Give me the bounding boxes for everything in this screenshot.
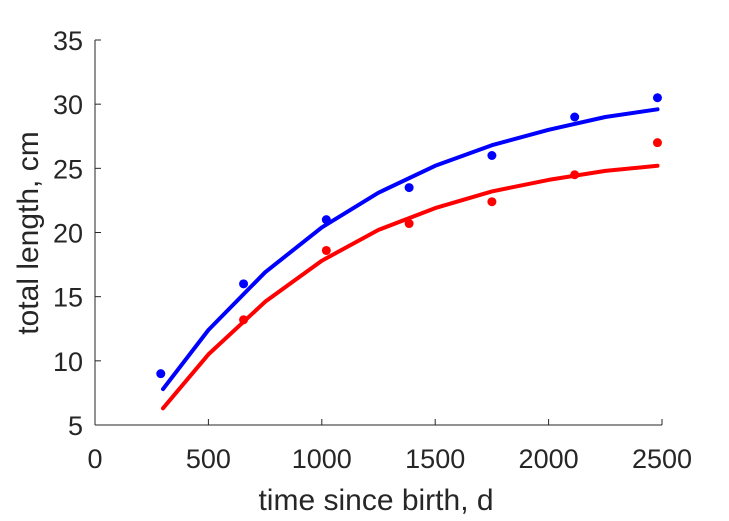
data-point-series-1: [404, 183, 414, 193]
y-tick-label: 30: [53, 90, 83, 120]
x-tick-label: 500: [186, 444, 231, 474]
y-axis-label: total length, cm: [12, 131, 45, 334]
data-point-series-1: [570, 112, 580, 122]
y-tick-label: 20: [53, 219, 83, 249]
x-tick-label: 0: [87, 444, 102, 474]
fit-curve-2: [161, 163, 660, 411]
y-ticks: 5 10 15 20 25 30 35: [53, 26, 101, 441]
data-point-series-2: [321, 245, 331, 255]
y-tick-label: 25: [53, 154, 83, 184]
y-tick-label: 10: [53, 347, 83, 377]
data-point-series-2: [652, 138, 662, 148]
data-point-series-1: [652, 93, 662, 103]
x-tick-label: 1000: [292, 444, 352, 474]
x-ticks: 0 500 1000 1500 2000 2500: [87, 419, 692, 474]
fit-curves: [161, 107, 660, 411]
data-point-series-1: [156, 369, 166, 379]
y-tick-label: 5: [68, 411, 83, 441]
y-tick-label: 15: [53, 283, 83, 313]
data-points: [156, 93, 662, 379]
data-point-series-2: [570, 170, 580, 180]
x-tick-label: 2000: [519, 444, 579, 474]
data-point-series-1: [239, 279, 249, 289]
x-tick-label: 2500: [632, 444, 692, 474]
data-point-series-1: [321, 215, 331, 225]
fit-curve-1: [161, 107, 660, 392]
x-axis-label: time since birth, d: [258, 484, 493, 517]
data-point-series-2: [404, 219, 414, 229]
data-point-series-2: [487, 197, 497, 207]
data-point-series-1: [487, 151, 497, 160]
x-tick-label: 1500: [405, 444, 465, 474]
data-point-series-2: [239, 315, 249, 325]
y-tick-label: 35: [53, 26, 83, 56]
